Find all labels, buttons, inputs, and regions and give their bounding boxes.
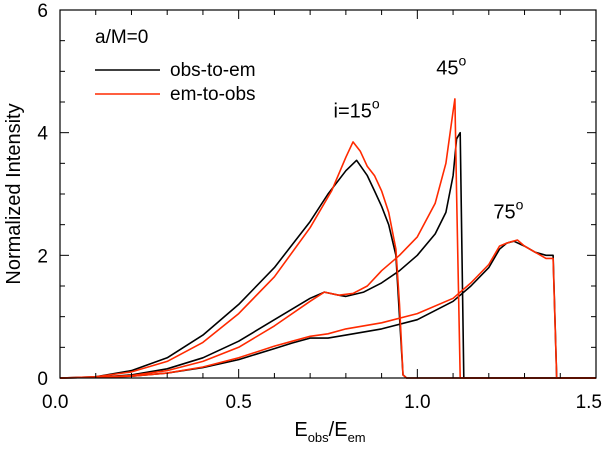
curve-em-to-obs-75 — [59, 239, 596, 379]
y-tick-label: 4 — [37, 124, 48, 145]
x-label-sub: obs — [308, 430, 329, 445]
legend: a/M=0 obs-to-em em-to-obs — [95, 27, 256, 105]
legend-label-em-to-obs: em-to-obs — [170, 84, 256, 105]
annotation-45: 45o — [436, 52, 466, 79]
x-label-sep: / — [329, 419, 335, 441]
x-tick-label: 0.0 — [42, 392, 68, 413]
x-label-sub2: em — [348, 430, 366, 445]
y-tick-label: 2 — [37, 246, 48, 267]
axis-ticks — [59, 9, 597, 379]
y-tick-label: 0 — [37, 369, 48, 390]
legend-label-obs-to-em: obs-to-em — [170, 60, 256, 81]
annotations: i=15o 45o 75o — [334, 52, 524, 223]
chart-curves — [59, 98, 596, 379]
curve-obs-to-em-i-15 — [59, 159, 596, 379]
curve-em-to-obs-i-15 — [59, 141, 596, 379]
curve-obs-to-em-75 — [59, 240, 596, 379]
y-axis-label: Normalized Intensity — [3, 103, 25, 284]
x-label-base2: E — [334, 419, 347, 441]
annotation-75: 75o — [493, 197, 523, 224]
curve-obs-to-em-45 — [59, 131, 596, 379]
tick-labels: 0.0 0.5 1.0 1.5 0 2 4 6 — [37, 1, 602, 413]
legend-title: a/M=0 — [95, 27, 148, 48]
curve-em-to-obs-45 — [59, 98, 596, 379]
x-tick-label: 1.5 — [576, 392, 602, 413]
x-axis-label: Eobs/Eem — [294, 419, 365, 445]
annotation-i15: i=15o — [334, 95, 380, 122]
x-tick-label: 1.0 — [404, 392, 430, 413]
x-tick-label: 0.5 — [225, 392, 251, 413]
x-label-base: E — [294, 419, 307, 441]
y-tick-label: 6 — [37, 1, 48, 22]
